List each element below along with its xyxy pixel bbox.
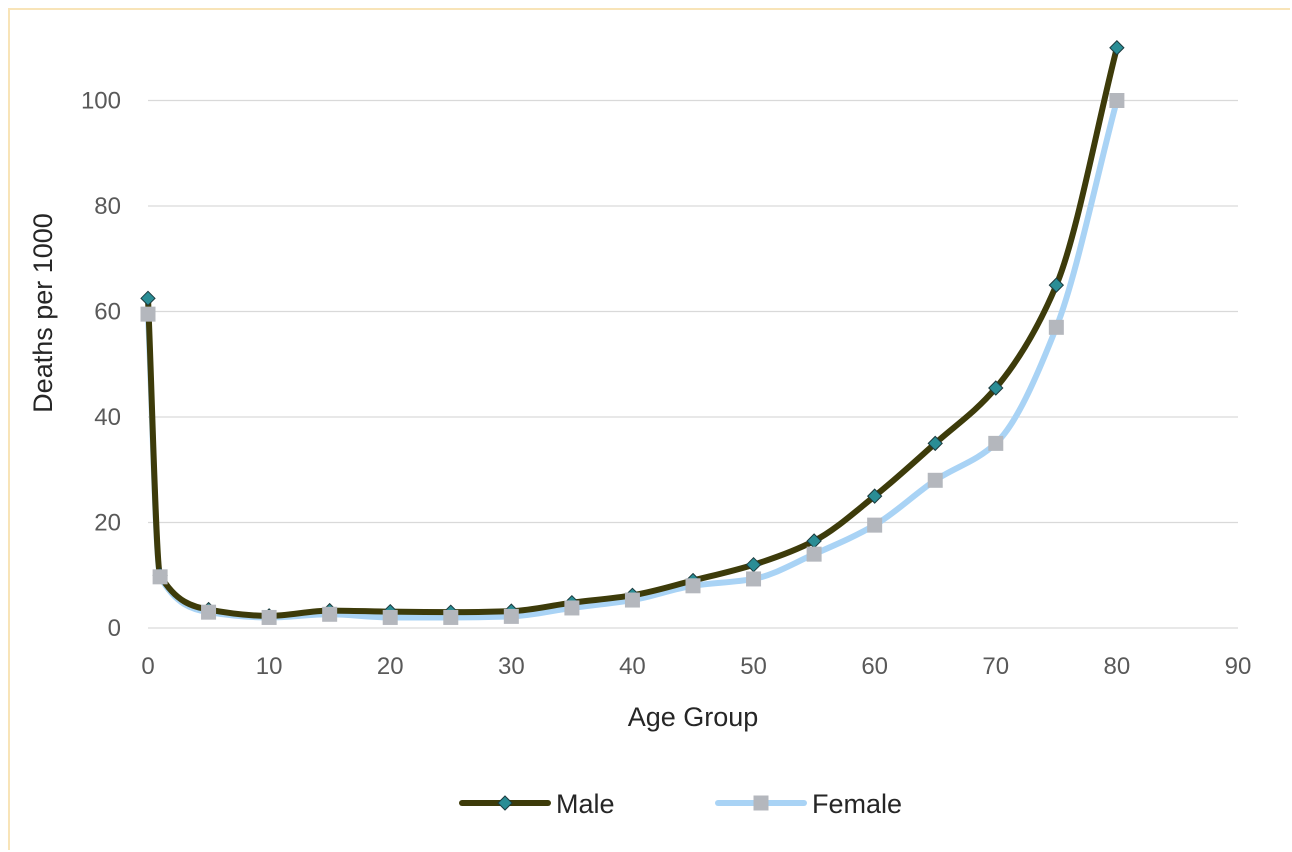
legend-marker-symbol [753,795,769,811]
x-tick-label: 90 [1225,653,1252,680]
legend: Male Female [459,789,902,819]
series-lines [145,44,1120,621]
y-tick-label: 0 [108,615,121,642]
legend-label-male: Male [556,789,615,819]
y-tick-label: 40 [94,404,121,431]
data-point-female [927,472,943,488]
x-tick-label: 60 [861,653,888,680]
legend-marker-female [753,795,769,811]
data-point-female [443,609,459,625]
legend-marker-symbol [497,795,513,811]
series-line-male [145,44,1120,619]
data-point-female [564,600,580,616]
legend-item-male: Male [459,789,615,819]
data-point-female [382,609,398,625]
data-point-male [927,435,943,452]
data-point-male [988,380,1004,396]
chart-frame [8,8,1290,850]
legend-label-female: Female [812,789,902,819]
y-tick-label: 100 [81,88,121,115]
data-point-female [140,306,156,322]
data-point-female [261,609,277,625]
data-point-female [685,578,701,594]
series-markers [140,40,1125,625]
data-point-female [746,571,762,587]
series-line-female [145,97,1120,621]
x-tick-label: 70 [982,653,1009,680]
data-point-male [1048,277,1065,293]
data-point-female [322,606,338,622]
x-tick-label: 10 [256,653,283,680]
data-point-female [1048,319,1064,335]
y-tick-labels: 0 20 40 60 80 100 [81,88,121,643]
data-point-male [745,556,762,573]
x-tick-label: 0 [141,653,154,680]
legend-marker-male [497,795,513,811]
x-tick-label: 30 [498,653,525,680]
x-tick-label: 20 [377,653,404,680]
data-point-female [201,604,217,620]
data-point-female [152,569,168,585]
x-tick-label: 80 [1104,653,1131,680]
data-point-male [1109,40,1125,56]
y-tick-label: 80 [94,193,121,220]
data-point-female [988,435,1004,451]
gridlines [148,99,1238,629]
y-axis-title: Deaths per 1000 [28,213,58,413]
data-point-female [624,592,640,608]
y-tick-label: 60 [94,299,121,326]
data-point-female [806,546,822,562]
data-point-female [1109,93,1125,108]
x-tick-labels: 0 10 20 30 40 50 60 70 80 90 [141,653,1251,680]
data-point-male [140,290,156,307]
y-tick-label: 20 [94,510,121,537]
data-point-male [866,488,883,504]
x-tick-label: 50 [740,653,767,680]
data-point-female [867,517,883,533]
x-tick-label: 40 [619,653,646,680]
legend-item-female: Female [715,789,902,819]
data-point-female [503,608,519,624]
x-axis-title: Age Group [628,702,759,732]
